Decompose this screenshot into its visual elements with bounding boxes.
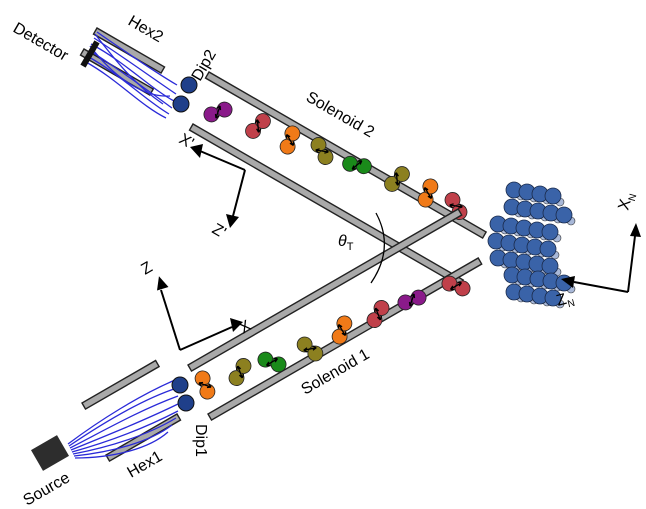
- hexapole-1: [67, 359, 182, 463]
- lab-axes-xz: [157, 276, 243, 351]
- surface-atom: [544, 187, 562, 205]
- surface-atom: [539, 240, 557, 258]
- solenoid-1: [187, 208, 483, 422]
- detector-label: Detector: [10, 20, 71, 65]
- hexapole-2: [79, 27, 178, 119]
- surface-atom: [544, 289, 562, 307]
- dipole-2: [172, 76, 198, 113]
- molecule: [417, 178, 439, 208]
- molecule: [441, 275, 471, 297]
- molecule: [257, 351, 287, 373]
- molecule: [342, 155, 372, 175]
- surface-atom: [555, 206, 573, 224]
- theta-label: θT: [338, 233, 354, 253]
- molecule: [203, 101, 233, 123]
- source-block: [31, 435, 69, 471]
- theta-arc: [370, 212, 386, 284]
- surface-cluster: [487, 181, 576, 309]
- molecule: [384, 166, 410, 192]
- surface-atom: [541, 257, 559, 275]
- hex1-label: Hex1: [125, 448, 166, 481]
- surface-atom: [541, 223, 559, 241]
- z-n-label: ZN: [555, 289, 577, 313]
- molecule: [366, 300, 390, 328]
- molecule: [310, 137, 334, 165]
- molecule: [296, 336, 324, 362]
- axes-surface-normal: [561, 223, 641, 293]
- source-label: Source: [21, 469, 73, 509]
- molecule: [331, 315, 353, 345]
- hex2-label: Hex2: [125, 13, 166, 46]
- dip1-label: Dip1: [192, 424, 209, 457]
- molecules-lower: [194, 275, 471, 400]
- molecule: [245, 113, 271, 139]
- axes-prime: [190, 144, 246, 228]
- molecules-upper: [203, 101, 468, 220]
- dipole-1: [171, 376, 195, 412]
- z-axis-label: Z: [139, 259, 156, 279]
- molecule: [397, 289, 427, 311]
- z-prime-label: Z': [209, 221, 229, 242]
- molecule: [228, 358, 252, 386]
- molecule: [279, 125, 301, 155]
- x-n-label: XN: [615, 190, 639, 212]
- molecule: [194, 370, 216, 400]
